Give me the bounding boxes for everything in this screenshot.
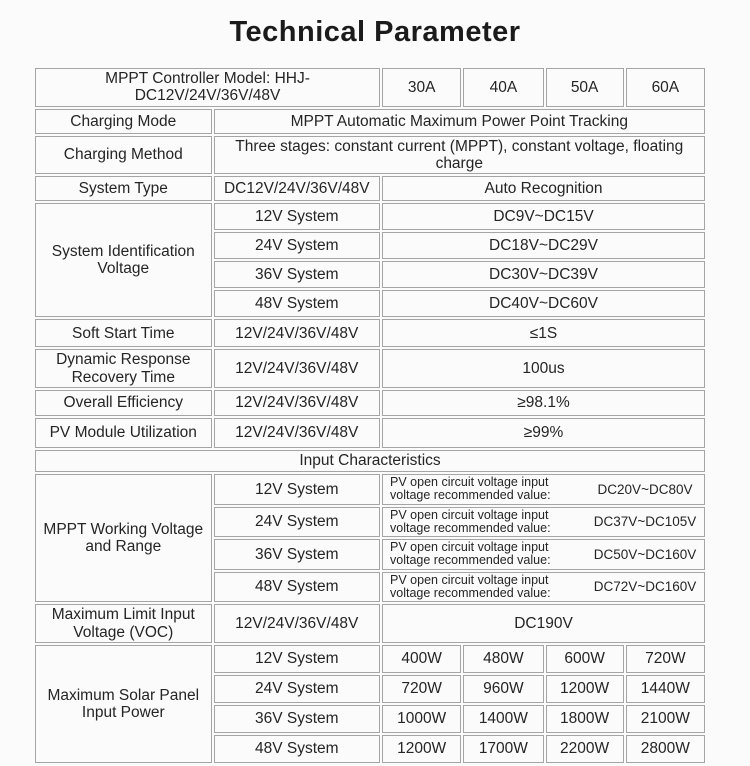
mppt-working-value: DC72V~DC160V (593, 579, 697, 595)
dynamic-response-value: 100us (382, 349, 705, 389)
mppt-working-system: 12V System (213, 474, 381, 505)
system-id-value: DC30V~DC39V (382, 261, 705, 289)
row-charging-mode: Charging Mode MPPT Automatic Maximum Pow… (35, 108, 705, 134)
max-solar-value: 720W (382, 674, 462, 703)
mppt-working-value-cell: PV open circuit voltage input voltage re… (382, 539, 705, 570)
mppt-working-value-cell: PV open circuit voltage input voltage re… (382, 474, 705, 505)
mppt-working-system: 24V System (213, 506, 381, 538)
row-model: MPPT Controller Model: HHJ-DC12V/24V/36V… (35, 68, 705, 107)
mppt-working-system: 48V System (213, 571, 381, 603)
row-mppt-working-48v: 48V System PV open circuit voltage input… (35, 571, 705, 603)
row-dynamic-response: Dynamic Response Recovery Time 12V/24V/3… (35, 349, 705, 389)
model-label: MPPT Controller Model: HHJ-DC12V/24V/36V… (35, 68, 381, 107)
mppt-working-value: DC50V~DC160V (593, 546, 697, 562)
page-title: Technical Parameter (229, 16, 521, 48)
amp-option-30a: 30A (382, 68, 462, 107)
charging-method-value: Three stages: constant current (MPPT), c… (213, 135, 705, 175)
input-characteristics-header: Input Characteristics (35, 450, 705, 473)
max-solar-value: 2200W (545, 734, 624, 763)
max-solar-value: 1200W (382, 734, 462, 763)
max-limit-voltage-value: DC190V (382, 604, 705, 643)
max-solar-value: 960W (463, 674, 544, 703)
row-soft-start: Soft Start Time 12V/24V/36V/48V ≤1S (35, 319, 705, 348)
max-solar-system: 24V System (213, 674, 381, 703)
soft-start-value: ≤1S (382, 319, 705, 348)
row-system-id-36v: 36V System DC30V~DC39V (35, 261, 705, 289)
row-max-solar-36v: 36V System 1000W 1400W 1800W 2100W (35, 704, 705, 733)
mppt-working-system: 36V System (213, 539, 381, 570)
row-mppt-working-24v: 24V System PV open circuit voltage input… (35, 506, 705, 538)
row-pv-module-utilization: PV Module Utilization 12V/24V/36V/48V ≥9… (35, 418, 705, 449)
max-solar-value: 1000W (382, 704, 462, 733)
row-overall-efficiency: Overall Efficiency 12V/24V/36V/48V ≥98.1… (35, 390, 705, 417)
max-solar-value: 400W (382, 644, 462, 673)
charging-mode-value: MPPT Automatic Maximum Power Point Track… (213, 108, 705, 134)
max-solar-system: 36V System (213, 704, 381, 733)
mppt-working-label: MPPT Working Voltage and Range (35, 474, 212, 603)
overall-efficiency-label: Overall Efficiency (35, 390, 212, 417)
pv-module-utilization-value: ≥99% (382, 418, 705, 449)
pv-open-circuit-note: PV open circuit voltage input voltage re… (390, 572, 551, 600)
max-solar-value: 480W (463, 644, 544, 673)
technical-parameter-table: MPPT Controller Model: HHJ-DC12V/24V/36V… (33, 66, 707, 765)
system-id-system: 36V System (213, 261, 381, 289)
system-id-system: 12V System (213, 203, 381, 231)
max-solar-power-label: Maximum Solar Panel Input Power (35, 644, 212, 763)
row-system-type: System Type DC12V/24V/36V/48V Auto Recog… (35, 176, 705, 202)
pv-open-circuit-note: PV open circuit voltage input voltage re… (390, 540, 551, 568)
dynamic-response-sub: 12V/24V/36V/48V (213, 349, 381, 389)
system-type-value: Auto Recognition (382, 176, 705, 202)
max-solar-value: 1700W (463, 734, 544, 763)
amp-option-40a: 40A (463, 68, 544, 107)
row-mppt-working-12v: MPPT Working Voltage and Range 12V Syste… (35, 474, 705, 603)
pv-module-utilization-label: PV Module Utilization (35, 418, 212, 449)
pv-open-circuit-note: PV open circuit voltage input voltage re… (390, 507, 551, 535)
max-limit-voltage-sub: 12V/24V/36V/48V (213, 604, 381, 643)
row-system-id-24v: 24V System DC18V~DC29V (35, 232, 705, 260)
overall-efficiency-value: ≥98.1% (382, 390, 705, 417)
row-charging-method: Charging Method Three stages: constant c… (35, 135, 705, 175)
soft-start-label: Soft Start Time (35, 319, 212, 348)
row-max-solar-24v: 24V System 720W 960W 1200W 1440W (35, 674, 705, 703)
max-solar-value: 1400W (463, 704, 544, 733)
system-id-system: 48V System (213, 290, 381, 318)
row-mppt-working-36v: 36V System PV open circuit voltage input… (35, 539, 705, 570)
max-solar-value: 2800W (625, 734, 705, 763)
system-id-value: DC9V~DC15V (382, 203, 705, 231)
pv-module-utilization-sub: 12V/24V/36V/48V (213, 418, 381, 449)
mppt-working-value-cell: PV open circuit voltage input voltage re… (382, 506, 705, 538)
max-solar-value: 1800W (545, 704, 624, 733)
max-solar-value: 600W (545, 644, 624, 673)
max-solar-value: 1200W (545, 674, 624, 703)
max-solar-value: 1440W (625, 674, 705, 703)
row-system-id-12v: System Identification Voltage 12V System… (35, 203, 705, 318)
system-id-value: DC40V~DC60V (382, 290, 705, 318)
max-solar-system: 12V System (213, 644, 381, 673)
mppt-working-value: DC37V~DC105V (593, 514, 697, 530)
system-type-sub: DC12V/24V/36V/48V (213, 176, 381, 202)
system-id-value: DC18V~DC29V (382, 232, 705, 260)
soft-start-sub: 12V/24V/36V/48V (213, 319, 381, 348)
charging-method-label: Charging Method (35, 135, 212, 175)
system-type-label: System Type (35, 176, 212, 202)
row-max-limit-voltage: Maximum Limit Input Voltage (VOC) 12V/24… (35, 604, 705, 643)
max-solar-value: 2100W (625, 704, 705, 733)
system-id-label: System Identification Voltage (35, 203, 212, 318)
pv-open-circuit-note: PV open circuit voltage input voltage re… (390, 475, 551, 503)
mppt-working-value: DC20V~DC80V (597, 481, 693, 497)
max-limit-voltage-label: Maximum Limit Input Voltage (VOC) (35, 604, 212, 643)
system-id-system: 24V System (213, 232, 381, 260)
charging-mode-label: Charging Mode (35, 108, 212, 134)
dynamic-response-label: Dynamic Response Recovery Time (35, 349, 212, 389)
mppt-working-value-cell: PV open circuit voltage input voltage re… (382, 571, 705, 603)
amp-option-60a: 60A (625, 68, 705, 107)
row-input-characteristics: Input Characteristics (35, 450, 705, 473)
max-solar-system: 48V System (213, 734, 381, 763)
row-max-solar-12v: Maximum Solar Panel Input Power 12V Syst… (35, 644, 705, 763)
row-system-id-48v: 48V System DC40V~DC60V (35, 290, 705, 318)
overall-efficiency-sub: 12V/24V/36V/48V (213, 390, 381, 417)
max-solar-value: 720W (625, 644, 705, 673)
amp-option-50a: 50A (545, 68, 624, 107)
